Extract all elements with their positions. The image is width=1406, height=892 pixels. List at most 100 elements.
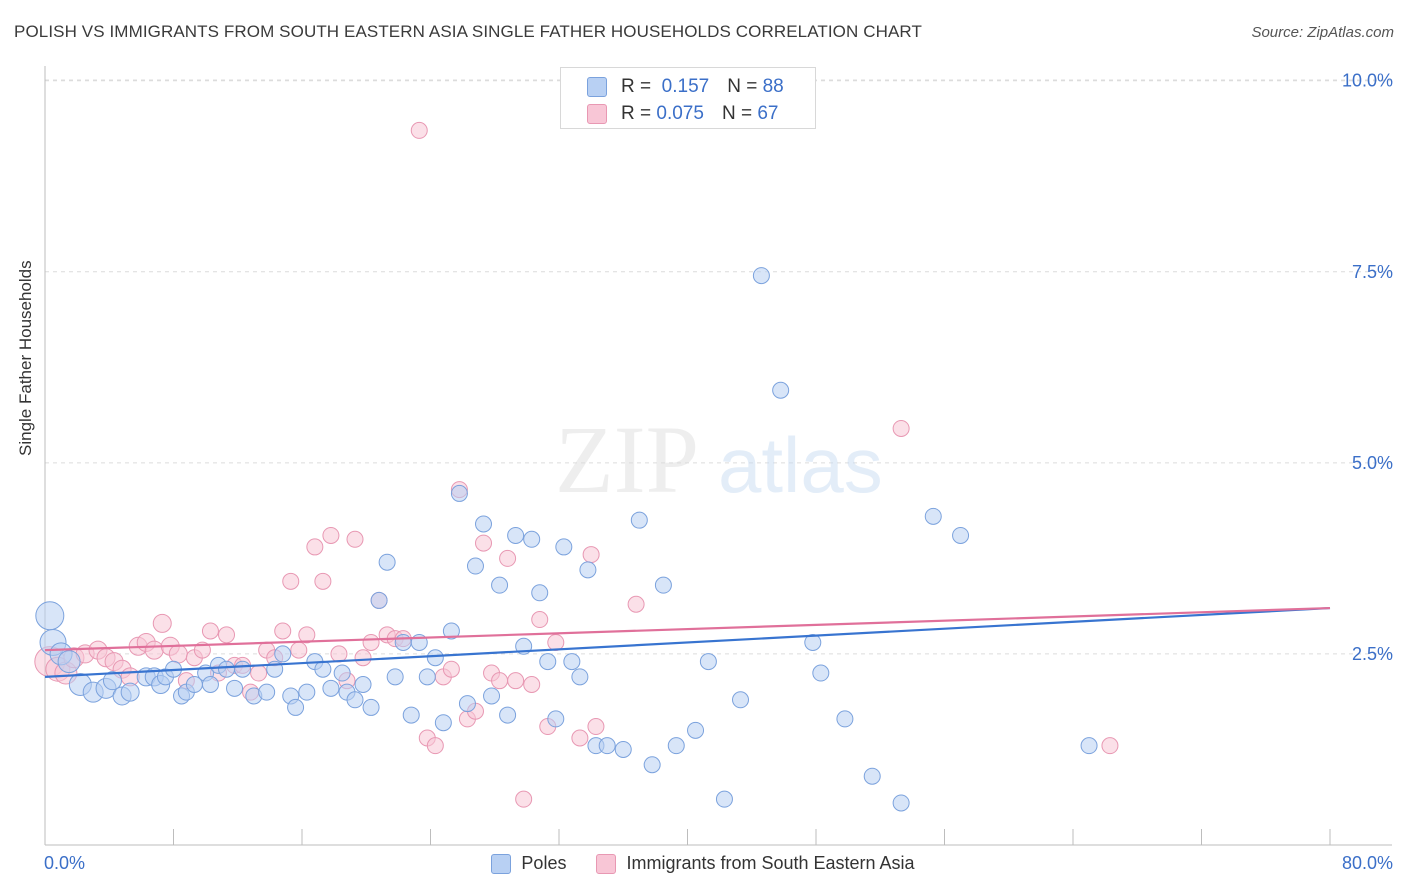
poles-point [102,671,122,691]
poles-point [836,710,854,728]
legend-r-value: 0.157 [661,76,710,97]
poles-point [218,660,236,678]
legend-n-value: 67 [757,103,779,124]
poles-point [772,381,790,399]
legend-item-immigrants: Immigrants from South Eastern Asia [596,853,915,874]
poles-point [507,526,525,544]
immigrants-point [144,640,164,660]
immigrants-point [475,534,493,552]
poles-point [386,668,404,686]
poles-point [314,660,332,678]
poles-point [418,668,436,686]
watermark-atlas: atlas [718,421,883,509]
poles-point [579,561,597,579]
immigrants-point [442,660,460,678]
poles-point [715,790,733,808]
poles-point [687,721,705,739]
legend-n-label: N = [727,76,758,97]
poles-point [362,698,380,716]
poles-point [499,706,517,724]
axes [44,66,1392,846]
legend-swatch-immigrants [587,104,607,124]
immigrants-point [515,790,533,808]
immigrants-point [426,737,444,755]
immigrants-point [1101,737,1119,755]
immigrants-point [892,419,910,437]
poles-point [35,601,65,631]
poles-point [274,645,292,663]
immigrants-point [410,121,428,139]
poles-point [346,691,364,709]
poles-point [752,267,770,285]
poles-point [863,767,881,785]
legend-r-label: R = [621,76,652,97]
legend-item-poles: Poles [491,853,566,874]
chart-title: POLISH VS IMMIGRANTS FROM SOUTH EASTERN … [14,22,922,41]
series-poles-points [35,267,1098,812]
x-tick-label: 0.0% [44,853,85,873]
poles-point [563,653,581,671]
poles-point [322,679,340,697]
poles-point [466,557,484,575]
immigrants-point [250,664,268,682]
poles-point [699,653,717,671]
legend-label-immigrants: Immigrants from South Eastern Asia [626,853,915,873]
correlation-legend: R = 0.157 N = 88 R = 0.075 N = 67 [560,67,816,129]
immigrants-point [491,672,509,690]
poles-point [571,668,589,686]
y-tick-label: 10.0% [1342,71,1393,91]
immigrants-point [168,644,188,664]
poles-point [394,633,412,651]
watermark-zip: ZIP [555,406,699,513]
poles-point [226,679,244,697]
legend-swatch-immigrants [596,853,617,874]
poles-point [287,698,305,716]
immigrants-point [346,530,364,548]
immigrants-point [523,676,541,693]
poles-point [924,507,942,525]
poles-point [201,676,219,693]
immigrants-point [582,546,600,564]
poles-point [458,695,476,713]
immigrants-point [282,572,300,590]
immigrants-point [362,633,380,651]
x-tick-label: 80.0% [1342,853,1393,873]
immigrants-point [290,641,308,659]
legend-row-immigrants: R = 0.075 N = 67 [587,103,778,125]
legend-r-value: 0.075 [656,103,704,124]
poles-point [555,538,573,556]
y-tick-label: 2.5% [1352,644,1393,664]
immigrants-point [314,572,332,590]
poles-point [378,553,396,571]
immigrants-point [330,645,348,663]
poles-point [531,584,549,602]
poles-point [258,683,276,701]
series-legend: Poles Immigrants from South Eastern Asia [0,853,1406,874]
poles-trend-line [44,606,1331,678]
poles-point [434,714,452,732]
immigrants-point [531,611,549,629]
poles-point [450,484,468,502]
poles-point [234,660,252,678]
immigrants-point [201,622,219,640]
poles-point [370,591,388,609]
poles-point [667,737,685,755]
y-axis-title: Single Father Households [16,260,35,456]
immigrants-point [322,526,340,544]
legend-n-value: 88 [762,76,784,97]
legend-swatch-poles [587,77,607,97]
poles-point [598,737,616,755]
immigrants-point [354,649,372,667]
immigrants-point [627,595,645,613]
y-tick-label: 5.0% [1352,453,1393,473]
source-label: Source: ZipAtlas.com [1251,24,1394,41]
poles-point [120,682,140,702]
poles-point [812,664,830,682]
immigrants-point [306,538,324,556]
poles-point [547,710,565,728]
poles-point [1080,737,1098,755]
poles-point [892,794,910,812]
y-tick-label: 7.5% [1352,262,1393,282]
immigrants-point [571,729,589,747]
